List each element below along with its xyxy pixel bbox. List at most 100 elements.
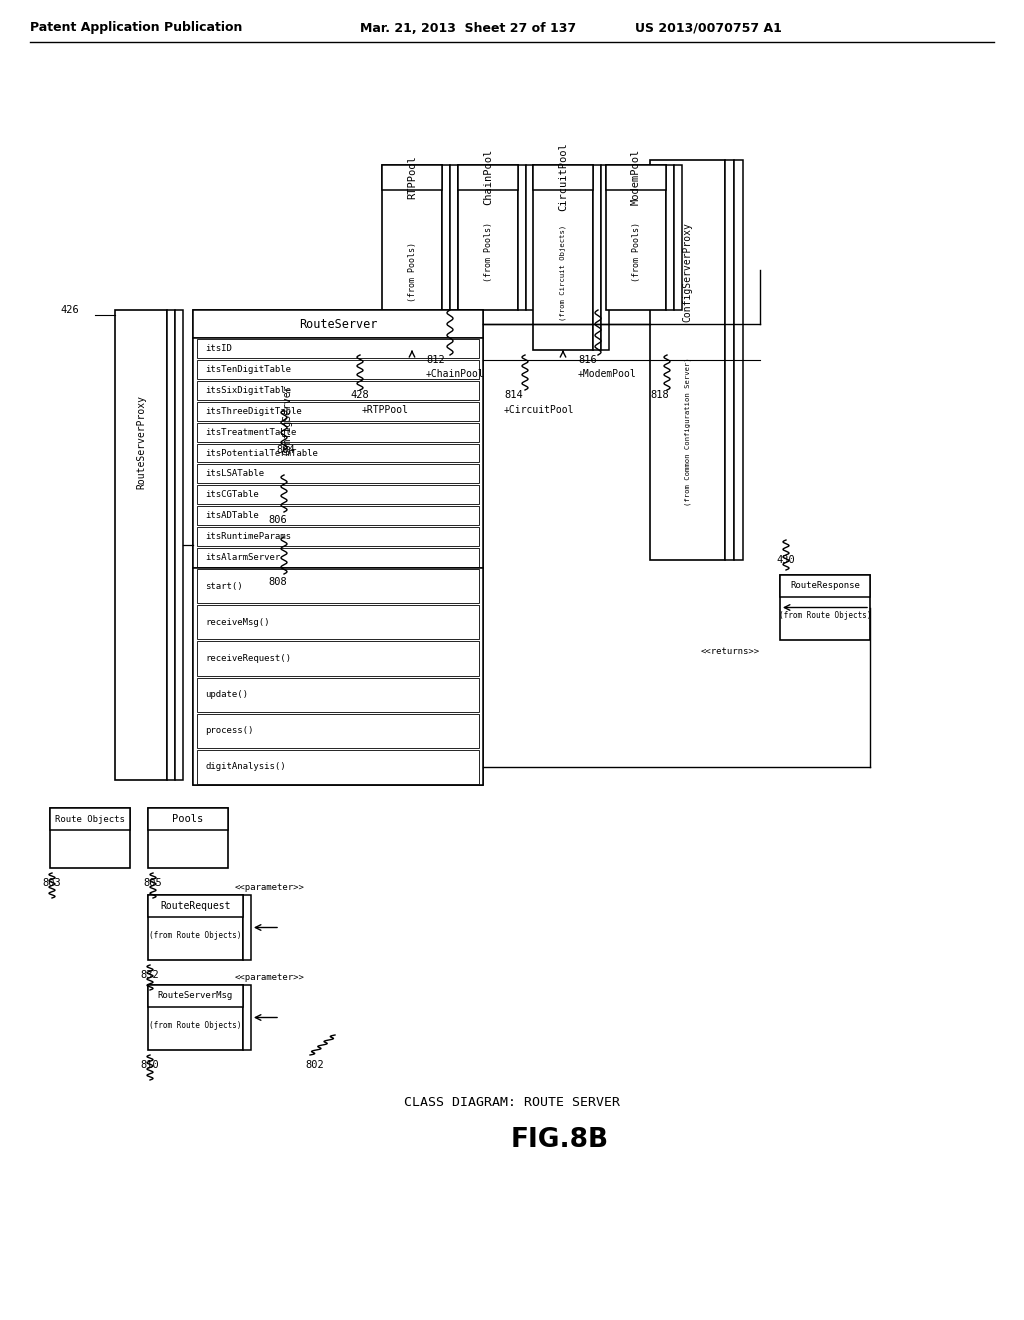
Text: itsID: itsID bbox=[205, 345, 231, 352]
Text: 832: 832 bbox=[140, 970, 159, 979]
Bar bbox=[197, 750, 479, 784]
Bar bbox=[593, 165, 601, 350]
Bar bbox=[442, 165, 450, 350]
Bar bbox=[197, 677, 479, 711]
Bar bbox=[650, 160, 725, 560]
Bar bbox=[197, 569, 479, 603]
Text: (from Circuit Objects): (from Circuit Objects) bbox=[560, 224, 566, 321]
Bar bbox=[197, 444, 479, 462]
Bar bbox=[193, 568, 483, 785]
Text: receiveRequest(): receiveRequest() bbox=[205, 653, 291, 663]
Text: 812: 812 bbox=[426, 355, 444, 366]
Text: ChainPool: ChainPool bbox=[483, 149, 493, 205]
Text: itsAlarmServer: itsAlarmServer bbox=[205, 553, 281, 562]
Text: ConfigServerProxy: ConfigServerProxy bbox=[683, 222, 692, 322]
Text: (from Pools): (from Pools) bbox=[483, 223, 493, 282]
Bar bbox=[197, 339, 479, 358]
Text: (from Route Objects): (from Route Objects) bbox=[150, 931, 242, 940]
Bar bbox=[175, 310, 183, 780]
Text: 816: 816 bbox=[578, 355, 597, 366]
Text: (from Pools): (from Pools) bbox=[408, 243, 417, 302]
Text: receiveMsg(): receiveMsg() bbox=[205, 618, 269, 627]
Text: itsLSATable: itsLSATable bbox=[205, 470, 264, 478]
Text: CircuitPool: CircuitPool bbox=[558, 143, 568, 211]
Text: itsPotentialTermTable: itsPotentialTermTable bbox=[205, 449, 317, 458]
Bar bbox=[458, 165, 518, 190]
Text: RouteServer: RouteServer bbox=[299, 318, 377, 330]
Bar bbox=[197, 527, 479, 546]
Text: ConfigServer: ConfigServer bbox=[282, 384, 292, 455]
Bar bbox=[50, 808, 130, 830]
Bar bbox=[193, 338, 483, 568]
Bar bbox=[148, 895, 243, 960]
Text: Patent Application Publication: Patent Application Publication bbox=[30, 21, 243, 34]
Bar bbox=[666, 165, 674, 310]
Text: start(): start() bbox=[205, 582, 243, 590]
Text: ModemPool: ModemPool bbox=[631, 149, 641, 205]
Text: FIG.8B: FIG.8B bbox=[511, 1127, 609, 1152]
Bar bbox=[197, 486, 479, 504]
Text: CLASS DIAGRAM: ROUTE SERVER: CLASS DIAGRAM: ROUTE SERVER bbox=[404, 1096, 620, 1109]
Text: (from Route Objects): (from Route Objects) bbox=[150, 1020, 242, 1030]
Text: 804: 804 bbox=[276, 445, 295, 455]
Text: (from Route Objects): (from Route Objects) bbox=[778, 611, 871, 620]
Bar bbox=[148, 808, 228, 830]
Text: process(): process() bbox=[205, 726, 253, 735]
Bar bbox=[780, 576, 870, 640]
Bar bbox=[148, 985, 243, 1049]
Text: <<returns>>: <<returns>> bbox=[700, 648, 760, 656]
Bar bbox=[458, 165, 518, 310]
Bar bbox=[734, 160, 743, 560]
Text: itsTreatmentTable: itsTreatmentTable bbox=[205, 428, 296, 437]
Bar bbox=[197, 642, 479, 676]
Text: 814: 814 bbox=[504, 389, 522, 400]
Text: <<parameter>>: <<parameter>> bbox=[236, 883, 305, 891]
Bar bbox=[197, 605, 479, 639]
Bar bbox=[606, 165, 666, 310]
Bar bbox=[197, 465, 479, 483]
Text: itsSixDigitTable: itsSixDigitTable bbox=[205, 385, 291, 395]
Text: 426: 426 bbox=[60, 305, 79, 315]
Text: +ChainPool: +ChainPool bbox=[426, 370, 484, 379]
Text: 428: 428 bbox=[350, 389, 370, 400]
Text: RouteServerProxy: RouteServerProxy bbox=[136, 395, 146, 488]
Bar bbox=[450, 165, 458, 350]
Bar bbox=[197, 548, 479, 568]
Text: <<parameter>>: <<parameter>> bbox=[236, 973, 305, 982]
Text: RouteResponse: RouteResponse bbox=[791, 582, 860, 590]
Text: +RTPPool: +RTPPool bbox=[362, 405, 409, 414]
Text: (from Common Configuration Server): (from Common Configuration Server) bbox=[684, 358, 691, 507]
Text: itsRuntimeParams: itsRuntimeParams bbox=[205, 532, 291, 541]
Bar bbox=[382, 165, 442, 350]
Bar bbox=[197, 360, 479, 379]
Text: (from Pools): (from Pools) bbox=[632, 223, 640, 282]
Text: US 2013/0070757 A1: US 2013/0070757 A1 bbox=[635, 21, 782, 34]
Bar bbox=[193, 310, 483, 338]
Bar bbox=[534, 165, 593, 350]
Bar bbox=[526, 165, 534, 310]
Text: RTPPool: RTPPool bbox=[407, 156, 417, 199]
Bar bbox=[167, 310, 175, 780]
Text: Mar. 21, 2013  Sheet 27 of 137: Mar. 21, 2013 Sheet 27 of 137 bbox=[360, 21, 577, 34]
Text: Pools: Pools bbox=[172, 814, 204, 824]
Text: 803: 803 bbox=[42, 878, 60, 888]
Bar bbox=[674, 165, 682, 310]
Bar bbox=[606, 165, 666, 190]
Text: RouteRequest: RouteRequest bbox=[160, 902, 230, 911]
Text: 818: 818 bbox=[650, 389, 669, 400]
Bar bbox=[382, 165, 442, 190]
Bar bbox=[148, 808, 228, 869]
Bar bbox=[197, 714, 479, 748]
Text: Route Objects: Route Objects bbox=[55, 814, 125, 824]
Bar bbox=[197, 422, 479, 442]
Bar bbox=[50, 808, 130, 869]
Bar bbox=[115, 310, 167, 780]
Bar bbox=[243, 895, 251, 960]
Bar bbox=[148, 895, 243, 917]
Text: digitAnalysis(): digitAnalysis() bbox=[205, 763, 286, 771]
Text: itsThreeDigitTable: itsThreeDigitTable bbox=[205, 407, 302, 416]
Text: 810: 810 bbox=[140, 1060, 159, 1071]
Bar bbox=[243, 985, 251, 1049]
Text: 806: 806 bbox=[268, 515, 287, 525]
Text: 802: 802 bbox=[305, 1060, 324, 1071]
